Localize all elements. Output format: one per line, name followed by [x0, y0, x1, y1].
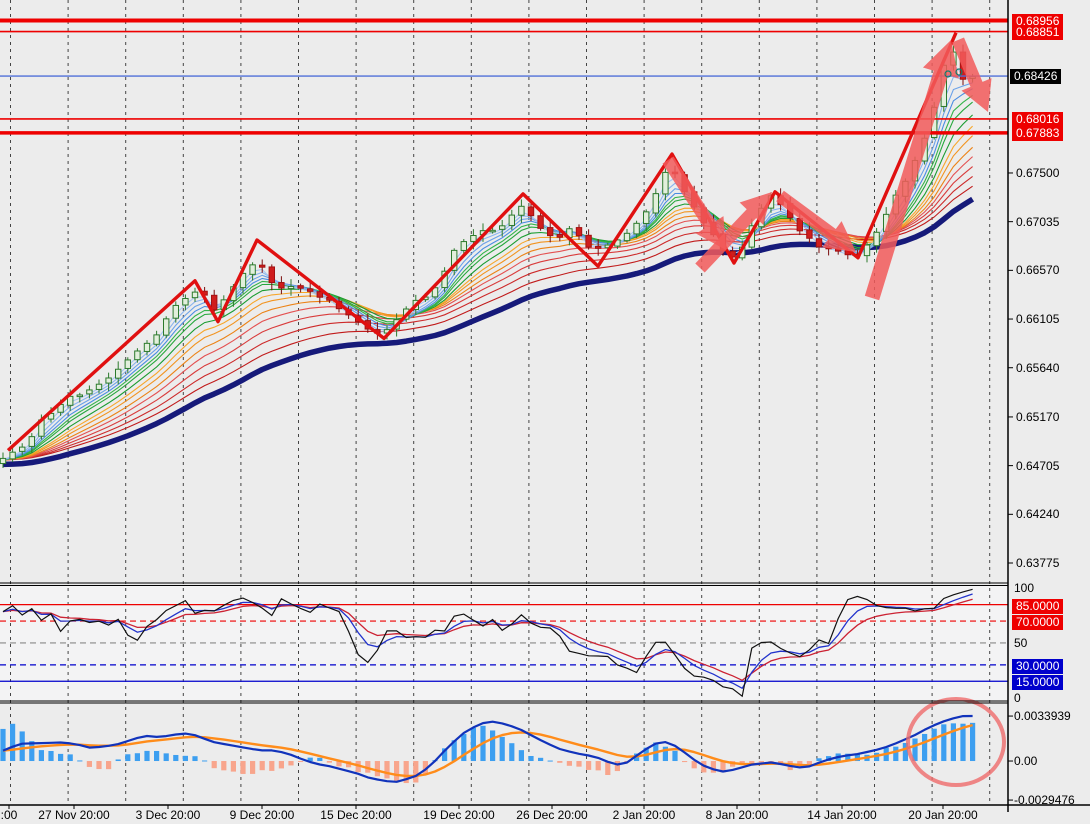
- stoch-level-badge: 30.0000: [1012, 658, 1064, 674]
- trend-arrow-4: [864, 40, 959, 301]
- time-axis-label: 19 Dec 20:00: [423, 808, 495, 822]
- time-axis-label: 20 Jan 20:00: [908, 808, 978, 822]
- time-axis-label: 3 Dec 20:00: [135, 808, 201, 822]
- time-axis-label: 8 Jan 20:00: [705, 808, 769, 822]
- price-tick-label: 0.63775: [1016, 556, 1060, 570]
- current-price-badge: 0.68426: [1010, 68, 1062, 84]
- time-axis-label: :00: [0, 808, 18, 822]
- main-price-panel[interactable]: [0, 44, 976, 469]
- price-level-badge: 0.68016: [1012, 111, 1064, 127]
- price-tick-label: 0.67500: [1016, 165, 1060, 180]
- time-axis-label: 9 Dec 20:00: [229, 808, 295, 822]
- time-axis-label: 15 Dec 20:00: [320, 808, 392, 822]
- macd-tick-label: 0.00: [1014, 754, 1038, 769]
- trend-arrow-3: [776, 190, 856, 252]
- stochastic-panel[interactable]: [0, 588, 1008, 698]
- time-axis-label: 14 Jan 20:00: [807, 808, 877, 822]
- price-level-badge: 0.67883: [1012, 125, 1064, 141]
- horizontal-level-lines[interactable]: [0, 18, 1008, 135]
- trend-arrow-1: [662, 156, 726, 250]
- price-tick-label: 0.66570: [1016, 263, 1060, 278]
- price-level-badge: 0.68851: [1012, 24, 1064, 40]
- time-axis-label: 27 Nov 20:00: [38, 808, 110, 822]
- price-tick-label: 0.65170: [1016, 409, 1060, 424]
- macd-tick-label: -0.0029476: [1014, 793, 1075, 808]
- price-tick-label: 0.65640: [1016, 360, 1060, 375]
- vertical-gridlines: [10, 0, 991, 805]
- stoch-level-badge: 15.0000: [1012, 675, 1064, 691]
- trend-arrow-5: [952, 37, 992, 112]
- stoch-bound-label: 100: [1014, 581, 1035, 596]
- stoch-level-badge: 85.0000: [1012, 598, 1064, 614]
- macd-tick-label: 0.0033939: [1014, 709, 1071, 724]
- stoch-level-badge: 70.0000: [1012, 615, 1064, 631]
- price-tick-label: 0.64240: [1016, 507, 1060, 522]
- trend-arrow-2: [695, 192, 772, 273]
- macd-panel[interactable]: [0, 714, 976, 784]
- zigzag-trendline: [6, 32, 958, 452]
- price-tick-label: 0.64705: [1016, 458, 1060, 473]
- price-tick-label: 0.66105: [1016, 312, 1060, 327]
- time-axis-label: 2 Jan 20:00: [612, 808, 676, 822]
- highlight-ellipse: [906, 697, 1006, 787]
- stoch-bound-label: 0: [1014, 690, 1021, 705]
- time-axis-label: 26 Dec 20:00: [516, 808, 588, 822]
- drawn-annotations[interactable]: [6, 32, 1006, 787]
- price-tick-label: 0.67035: [1016, 214, 1060, 229]
- stoch-level-label: 50: [1014, 635, 1028, 650]
